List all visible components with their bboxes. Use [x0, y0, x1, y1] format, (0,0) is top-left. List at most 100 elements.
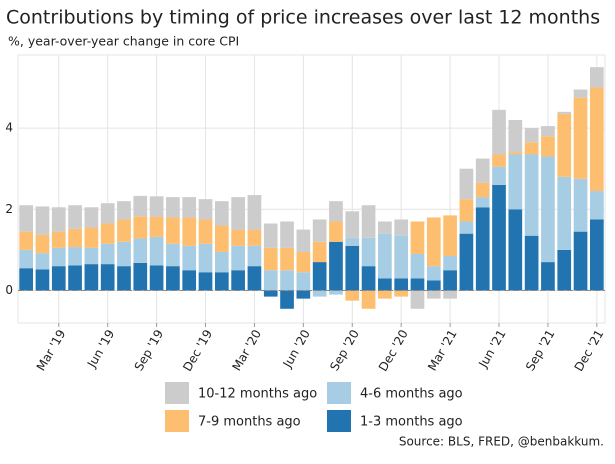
bar-segment — [280, 221, 294, 248]
legend-swatch — [327, 382, 351, 404]
y-tick-label: 0 — [5, 283, 13, 297]
bar-segment — [524, 142, 539, 155]
bar-segment — [182, 197, 197, 218]
bar-segment — [443, 256, 457, 271]
bar-segment — [443, 270, 457, 291]
bar-segment — [68, 247, 82, 266]
bar-segment — [378, 290, 392, 299]
bar-segment — [573, 89, 588, 98]
bar-segment — [589, 191, 604, 220]
legend-swatch — [165, 410, 189, 432]
bar-segment — [166, 266, 180, 291]
bar-segment — [149, 236, 164, 266]
bar-segment — [541, 136, 555, 157]
bar-segment — [100, 203, 115, 224]
bar-segment — [280, 270, 294, 291]
bar-segment — [263, 223, 278, 248]
bar-segment — [508, 152, 523, 155]
bar-segment — [589, 67, 604, 88]
bar-segment — [68, 205, 82, 229]
bar-segment — [459, 233, 474, 291]
bar-segment — [263, 270, 278, 291]
bar-segment — [410, 290, 425, 309]
bar-segment — [182, 245, 197, 271]
y-tick-label: 4 — [5, 121, 13, 135]
bar-segment — [100, 264, 115, 291]
x-tick-label: Mar '19 — [34, 327, 69, 373]
bar-segment — [394, 278, 409, 291]
bar-segment — [19, 268, 34, 291]
bar-segment — [329, 201, 343, 222]
bar-segment — [557, 113, 572, 177]
bar-segment — [492, 166, 506, 185]
bar-segment — [443, 290, 457, 299]
source: Source: BLS, FRED, @benbakkum. — [399, 435, 604, 449]
bar-segment — [394, 235, 409, 279]
bar-segment — [378, 278, 392, 291]
bar-segment — [214, 251, 229, 273]
bar-segment — [198, 219, 213, 244]
bar-segment — [475, 182, 490, 198]
legend-label: 1-3 months ago — [360, 415, 463, 430]
bar-segment — [149, 196, 164, 217]
bar-segment — [166, 217, 180, 244]
bar-segment — [182, 270, 197, 291]
bar-segment — [296, 272, 311, 291]
bar-segment — [312, 241, 327, 263]
bar-segment — [508, 209, 523, 291]
bar-segment — [214, 201, 229, 226]
bar-segment — [133, 216, 148, 239]
bar-segment — [68, 265, 82, 291]
chart-subtitle: %, year-over-year change in core CPI — [8, 34, 239, 49]
x-tick-label: Dec '20 — [376, 327, 411, 373]
bar-segment — [247, 266, 262, 291]
bar-segment — [475, 207, 490, 291]
bar-segment — [19, 231, 34, 250]
bar-segment — [492, 154, 506, 167]
legend-label: 4-6 months ago — [360, 387, 463, 402]
bar-segment — [296, 251, 311, 273]
bar-segment — [329, 290, 343, 295]
bar-segment — [182, 217, 197, 246]
x-tick-label: Jun '20 — [280, 327, 313, 370]
chart-title: Contributions by timing of price increas… — [6, 7, 600, 29]
bar-segment — [214, 225, 229, 252]
bar-segment — [345, 245, 360, 291]
bar-segment — [378, 221, 392, 234]
bar-segment — [198, 199, 213, 220]
bar-segment — [84, 207, 99, 228]
bar-segment — [68, 228, 82, 248]
bar-segment — [524, 128, 539, 143]
bar-segment — [394, 219, 409, 236]
bar-segment — [345, 290, 360, 301]
legend-swatch — [327, 410, 351, 432]
bar-segment — [149, 265, 164, 291]
bar-segment — [329, 221, 343, 242]
bar-segment — [231, 229, 245, 246]
bar-segment — [459, 199, 474, 222]
bar-segment — [557, 111, 572, 114]
bar-segment — [117, 201, 131, 220]
bar-segment — [51, 266, 66, 291]
bar-segment — [410, 221, 425, 254]
bar-segment — [573, 178, 588, 232]
bar-segment — [263, 290, 278, 297]
bar-segment — [280, 290, 294, 309]
bar-segment — [133, 262, 148, 291]
bar-segment — [198, 243, 213, 273]
bar-segment — [541, 262, 555, 291]
bar-segment — [394, 290, 409, 297]
bar-segment — [133, 195, 148, 217]
bar-segment — [329, 241, 343, 291]
bar-segment — [361, 290, 376, 309]
bar-segment — [166, 197, 180, 218]
bar-segment — [35, 253, 50, 270]
x-tick-label: Sep '20 — [327, 327, 362, 373]
bar-segment — [541, 126, 555, 137]
bar-segment — [100, 243, 115, 265]
bar-segment — [247, 245, 262, 267]
bar-segment — [573, 231, 588, 291]
bar-segment — [35, 234, 50, 254]
bar-segment — [247, 195, 262, 230]
bar-segment — [19, 249, 34, 269]
